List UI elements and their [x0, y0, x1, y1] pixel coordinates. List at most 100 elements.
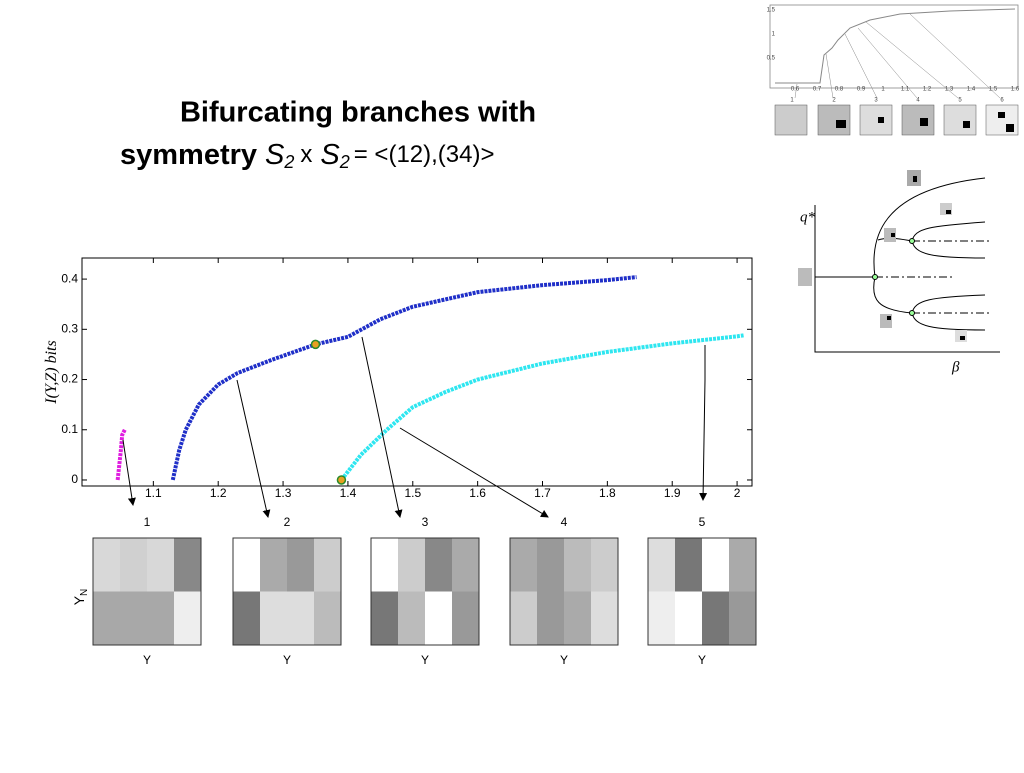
panel-label: 4: [561, 515, 568, 529]
panel-cell: [260, 538, 288, 592]
thumb-tick-label: 0.6: [791, 87, 800, 93]
panel-cell: [702, 538, 730, 592]
panel-label: 2: [284, 515, 291, 529]
panel-cell: [591, 538, 619, 592]
thumb-tick-label: 1.5: [767, 8, 776, 14]
panel-cell: [729, 538, 757, 592]
panel-cell: [537, 538, 565, 592]
thumb-tick-label: 0.5: [767, 56, 776, 62]
panel-frame: [232, 537, 342, 646]
panel-x-label: Y: [698, 653, 706, 667]
thumb-label: 6: [1000, 98, 1004, 104]
panel-cell: [591, 591, 619, 646]
panel-x-label: Y: [143, 653, 151, 667]
inset-diagram: [798, 170, 1000, 353]
panel-cell: [287, 591, 315, 646]
thumb-tick-label: 0.8: [835, 87, 844, 93]
series-line: [170, 275, 637, 481]
panel-cell: [564, 538, 592, 592]
panel-cell: [729, 591, 757, 646]
panel-frame: [92, 537, 202, 646]
panel-cell: [425, 591, 453, 646]
panel-frame: [370, 537, 480, 646]
panel-cell: [314, 538, 342, 592]
thumb-tick-label: 0.7: [813, 87, 822, 93]
panel-cell: [675, 591, 703, 646]
x-tick-label: 1.6: [469, 486, 486, 500]
thumb-tick-label: 1.2: [923, 87, 932, 93]
x-tick-label: 1.3: [275, 486, 292, 500]
thumb-label: 5: [958, 98, 962, 104]
thumb-tick-label: 1.1: [901, 87, 910, 93]
bifurcation-point: [336, 475, 347, 485]
panel-cell: [147, 538, 175, 592]
thumb-tick-label: 0.9: [857, 87, 866, 93]
thumb-label: 1: [790, 98, 794, 104]
panel-cell: [452, 538, 480, 592]
panel-cell: [174, 591, 202, 646]
arrows: [122, 336, 708, 518]
x-tick-label: 1.2: [210, 486, 227, 500]
panel-cell: [287, 538, 315, 592]
panel-cell: [371, 538, 399, 592]
x-tick-label: 1.5: [404, 486, 421, 500]
panel-cell: [648, 591, 676, 646]
panel-x-label: Y: [283, 653, 291, 667]
x-tick-label: 1.9: [664, 486, 681, 500]
panel-y-label: YN: [71, 589, 90, 606]
x-tick-label: 1.4: [340, 486, 357, 500]
y-tick-label: 0.3: [61, 321, 78, 335]
thumb-tick-label: 1.5: [989, 87, 998, 93]
panel-label: 1: [144, 515, 151, 529]
panel-cell: [174, 538, 202, 592]
panel-cell: [564, 591, 592, 646]
y-tick-label: 0.4: [61, 271, 78, 285]
y-axis-label: I(Y,Z) bits: [43, 340, 60, 404]
x-tick-label: 1.8: [599, 486, 616, 500]
panel-cell: [510, 538, 538, 592]
panel-x-label: Y: [421, 653, 429, 667]
y-tick-label: 0: [71, 472, 78, 486]
x-tick-label: 1.7: [534, 486, 551, 500]
x-tick-label: 2: [734, 486, 741, 500]
x-tick-label: 1.1: [145, 486, 162, 500]
thumb-tick-label: 1.3: [945, 87, 954, 93]
thumbnail-labels: 0.6 0.7 0.8 0.9 1 1.1 1.2 1.3 1.4 1.5 1.6 1.5 1 0.5 1 2…: [767, 8, 1020, 104]
inset-x-label: β: [951, 359, 960, 375]
panel-cell: [233, 591, 261, 646]
main-chart: I(Y,Z) bits 1.1 1.2 1.3 1.4 1.5 1.6 1.7 1.8 1.9 2…: [43, 257, 753, 500]
thumb-tick-label: 1: [881, 87, 885, 93]
panel-cell: [371, 591, 399, 646]
panel-cell: [314, 591, 342, 646]
panel-cell: [675, 538, 703, 592]
thumb-tick-label: 1: [772, 32, 776, 38]
y-tick-label: 0.2: [61, 372, 78, 386]
panel-cell: [537, 591, 565, 646]
panel-cell: [452, 591, 480, 646]
title-line: Bifurcating branches with: [180, 97, 536, 129]
series-line: [339, 333, 744, 482]
bifurcation-point: [310, 339, 321, 350]
panel-cell: [233, 538, 261, 592]
panel-cell: [398, 538, 426, 592]
panel-frame: [647, 537, 757, 646]
panel-cell: [702, 591, 730, 646]
panel-label: 3: [422, 515, 429, 529]
thumb-tick-label: 1.6: [1011, 87, 1020, 93]
panel-cell: [398, 591, 426, 646]
panel-cell: [120, 538, 148, 592]
panel-cell: [93, 538, 121, 592]
inset-y-label: q*: [800, 209, 816, 225]
series-line: [115, 428, 127, 481]
panel-cell: [260, 591, 288, 646]
thumb-label: 2: [832, 98, 836, 104]
thumb-label: 3: [874, 98, 878, 104]
panel-cell: [120, 591, 148, 646]
panel-cell: [510, 591, 538, 646]
plot-frame: [81, 257, 753, 487]
panel-frame: [509, 537, 619, 646]
title-line: symmetry S2 x S2 = <(12),(34)>: [120, 139, 495, 172]
panel-cell: [425, 538, 453, 592]
